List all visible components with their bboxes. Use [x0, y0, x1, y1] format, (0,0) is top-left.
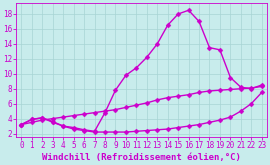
X-axis label: Windchill (Refroidissement éolien,°C): Windchill (Refroidissement éolien,°C) — [42, 153, 241, 162]
